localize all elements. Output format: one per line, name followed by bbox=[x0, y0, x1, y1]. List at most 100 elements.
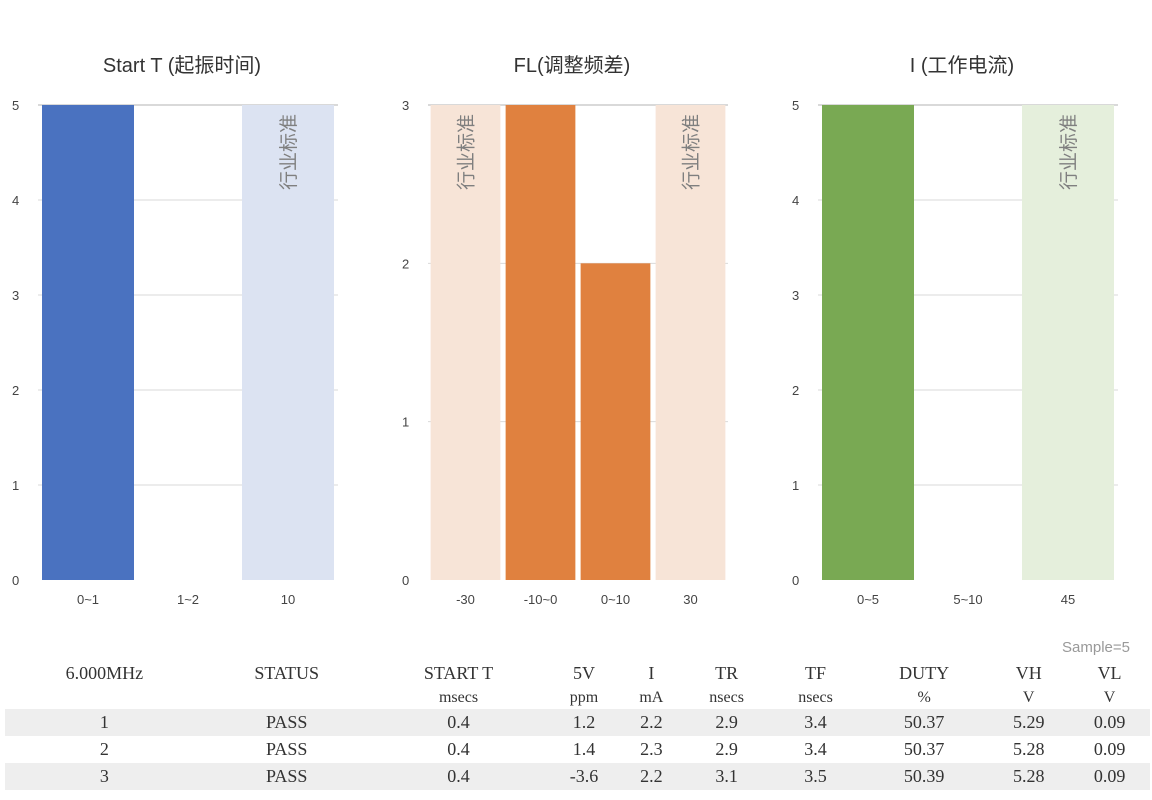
chart-title: I (工作电流) bbox=[910, 54, 1014, 77]
standard-band bbox=[655, 105, 726, 580]
chart-2: FL(调整频差) 0 1 2 3 行业标准 -30 -10~0 0~10 行业标准 30 bbox=[402, 54, 728, 607]
table-header-row: 6.000MHz STATUS START T 5V I TR TF DUTY VH VL bbox=[5, 660, 1150, 687]
table-cell: 3 bbox=[5, 763, 204, 790]
sample-count: Sample=5 bbox=[1062, 639, 1130, 656]
y-tick-label: 2 bbox=[402, 256, 409, 271]
table-cell: 1.4 bbox=[572, 739, 596, 759]
chart-title: Start T (起振时间) bbox=[103, 54, 261, 77]
y-tick-label: 3 bbox=[402, 98, 409, 113]
table-cell: 50.37 bbox=[860, 709, 989, 736]
x-tick-label: 0~1 bbox=[77, 592, 99, 607]
table-cell: 2.9 bbox=[715, 739, 738, 759]
table-cell: PASS bbox=[266, 739, 308, 759]
y-tick-label: 1 bbox=[792, 478, 799, 493]
table-cell: 1 bbox=[5, 709, 204, 736]
table-cell: 5V bbox=[573, 663, 596, 683]
table-cell: VH bbox=[1015, 663, 1042, 683]
table-cell: 50.39 bbox=[860, 763, 989, 790]
standard-band bbox=[1022, 105, 1114, 580]
table-row: 3 PASS 0.4 -3.6 2.2 3.1 3.5 50.39 5.28 0.09 bbox=[5, 763, 1150, 790]
table-cell: 0.4 bbox=[447, 739, 470, 759]
y-tick-label: 2 bbox=[12, 383, 19, 398]
y-tick-label: 3 bbox=[792, 288, 799, 303]
y-tick-label: 3 bbox=[12, 288, 19, 303]
table-cell: nsecs bbox=[709, 689, 744, 706]
y-tick-label: 0 bbox=[12, 573, 19, 588]
table-row: 2 PASS 0.4 1.4 2.3 2.9 3.4 50.37 5.28 0.09 bbox=[5, 736, 1150, 763]
y-tick-label: 4 bbox=[792, 193, 799, 208]
table-cell: 0.09 bbox=[1093, 739, 1126, 759]
measurement-table: 6.000MHz STATUS START T 5V I TR TF DUTY VH VL msec… bbox=[5, 660, 1150, 790]
band-label: 行业标准 bbox=[681, 114, 703, 190]
table-cell: 2 bbox=[99, 739, 109, 759]
table-cell: msecs bbox=[438, 689, 479, 706]
x-tick-label: -10~0 bbox=[524, 592, 558, 607]
x-tick-label: 0~5 bbox=[857, 592, 879, 607]
x-tick-label: 45 bbox=[1061, 592, 1075, 607]
table-cell: % bbox=[917, 689, 931, 706]
y-tick-label: 2 bbox=[792, 383, 799, 398]
table-cell: 2.3 bbox=[640, 739, 663, 759]
table-cell: 50.37 bbox=[903, 739, 945, 759]
table-cell: TR bbox=[715, 663, 739, 683]
x-tick-label: 1~2 bbox=[177, 592, 199, 607]
table-cell bbox=[204, 687, 370, 709]
table-unit-row: msecs ppm mA nsecs nsecs% V V bbox=[5, 687, 1150, 709]
x-tick-label: 0~10 bbox=[601, 592, 630, 607]
band-label: 行业标准 bbox=[1058, 114, 1080, 190]
table-cell: 5.29 bbox=[988, 709, 1070, 736]
table-cell: V bbox=[1103, 689, 1116, 706]
table-cell: I bbox=[648, 663, 655, 683]
table-cell: VL bbox=[1097, 663, 1122, 683]
table-cell: 1.2 bbox=[547, 709, 621, 736]
table-cell: STATUS bbox=[254, 663, 319, 683]
table-cell: 6.000MHz bbox=[65, 663, 144, 683]
y-tick-label: 0 bbox=[402, 573, 409, 588]
bar-0~5 bbox=[822, 105, 914, 580]
table-cell: 3.1 bbox=[682, 763, 772, 790]
standard-band bbox=[430, 105, 501, 580]
table-row: 1 PASS 0.4 1.2 2.2 2.9 3.4 50.37 5.29 0.09 bbox=[5, 709, 1150, 736]
x-tick-label: 5~10 bbox=[953, 592, 982, 607]
band-label: 行业标准 bbox=[278, 114, 300, 190]
bar-0~1 bbox=[42, 105, 134, 580]
table-cell: 3.5 bbox=[771, 763, 860, 790]
table-cell: 5.28 bbox=[988, 763, 1070, 790]
x-tick-label: 10 bbox=[281, 592, 295, 607]
chart-1: Start T (起振时间) 0 1 2 3 4 5 0~1 1~2 行业标准 10 bbox=[12, 54, 338, 607]
y-tick-label: 5 bbox=[12, 98, 19, 113]
table-cell: START T bbox=[423, 663, 494, 683]
y-tick-label: 1 bbox=[12, 478, 19, 493]
table-cell: ppm bbox=[569, 689, 599, 706]
table-cell: 0.09 bbox=[1069, 763, 1150, 790]
bar-0~10 bbox=[580, 263, 651, 580]
table-cell: 0.4 bbox=[369, 763, 548, 790]
chart-title: FL(调整频差) bbox=[514, 54, 631, 77]
table-cell: 0.4 bbox=[369, 709, 548, 736]
table-cell: 2.2 bbox=[620, 709, 683, 736]
table-cell: 5.28 bbox=[1012, 739, 1045, 759]
table-cell bbox=[5, 687, 204, 709]
table-cell: 2.9 bbox=[682, 709, 772, 736]
table-cell: V bbox=[1022, 689, 1035, 706]
table-cell: 3.4 bbox=[804, 739, 827, 759]
table-cell: 0.09 bbox=[1069, 709, 1150, 736]
table-cell: mA bbox=[639, 689, 664, 706]
table-cell: -3.6 bbox=[547, 763, 621, 790]
table-cell: PASS bbox=[203, 763, 370, 790]
y-tick-label: 0 bbox=[792, 573, 799, 588]
table-cell: DUTY bbox=[899, 663, 950, 683]
table-cell: PASS bbox=[203, 709, 370, 736]
y-tick-label: 1 bbox=[402, 415, 409, 430]
y-tick-label: 5 bbox=[792, 98, 799, 113]
x-tick-label: -30 bbox=[456, 592, 475, 607]
bar--10~0 bbox=[505, 105, 576, 580]
band-label: 行业标准 bbox=[456, 114, 478, 190]
x-tick-label: 30 bbox=[683, 592, 697, 607]
table-cell: 2.2 bbox=[620, 763, 683, 790]
y-tick-label: 4 bbox=[12, 193, 19, 208]
table-cell: nsecs bbox=[798, 689, 833, 706]
table-cell: TF bbox=[805, 663, 827, 683]
